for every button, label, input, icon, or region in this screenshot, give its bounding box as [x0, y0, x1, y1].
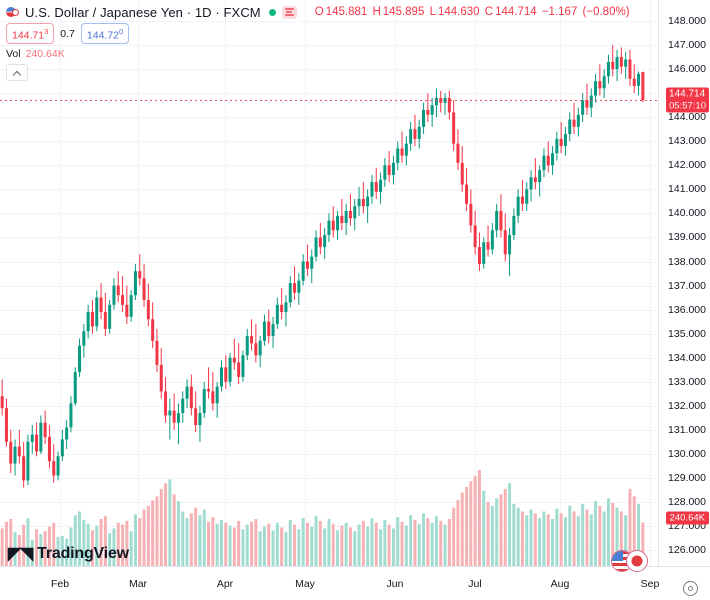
ohlc-open-label: O	[314, 6, 324, 18]
price-axis-tick: 134.000	[668, 351, 706, 364]
ohlc-low-value: 144.630	[437, 6, 480, 18]
price-axis-tick: 144.000	[668, 111, 706, 124]
ohlc-high-value: 145.895	[382, 6, 425, 18]
price-axis-tick: 135.000	[668, 327, 706, 340]
volume-legend[interactable]: Vol 240.64K	[6, 47, 632, 60]
time-axis-label: Apr	[216, 578, 234, 590]
current-price-value: 144.714	[669, 88, 706, 100]
jp-flag-icon	[626, 550, 648, 572]
chart-plot-area[interactable]	[0, 0, 658, 566]
chart-legend: U.S. Dollar / Japanese Yen · 1D · FXCM O…	[6, 3, 632, 81]
price-axis[interactable]: 148.000147.000146.000145.000144.000143.0…	[658, 0, 710, 566]
bid-price-value: 144.71	[12, 29, 45, 42]
ohlc-high-label: H	[372, 6, 381, 18]
candlestick-series	[0, 45, 645, 488]
collapse-pane-button[interactable]	[6, 64, 28, 81]
volume-label: Vol	[6, 47, 21, 60]
ohlc-values: O 145.881 H 145.895 L 144.630 C 144.714 −1.1…	[315, 6, 632, 18]
price-axis-tick: 136.000	[668, 303, 706, 316]
currency-flags	[611, 550, 648, 572]
price-axis-tick: 142.000	[668, 159, 706, 172]
bid-price-badge[interactable]: 144.713	[6, 22, 55, 45]
spread-value: 0.7	[60, 27, 75, 40]
volume-axis-tag: 240.64K	[665, 511, 709, 525]
price-axis-tick: 139.000	[668, 231, 706, 244]
bars-icon[interactable]	[281, 5, 297, 19]
time-axis-label: May	[295, 578, 315, 590]
bid-price-fraction: 3	[44, 26, 49, 36]
time-axis-label: Sep	[640, 578, 660, 590]
volume-series	[0, 470, 645, 566]
time-axis-label: Feb	[50, 578, 70, 590]
time-axis-label: Jul	[468, 578, 482, 590]
price-axis-tick: 147.000	[668, 39, 706, 52]
time-axis-label: Aug	[550, 578, 570, 590]
clock-icon[interactable]	[683, 581, 698, 596]
time-axis-label: Mar	[128, 578, 148, 590]
price-axis-tick: 148.000	[668, 15, 706, 27]
price-axis-tick: 131.000	[668, 423, 706, 436]
price-axis-tick: 132.000	[668, 399, 706, 412]
symbol-title[interactable]: U.S. Dollar / Japanese Yen · 1D · FXCM	[25, 4, 261, 20]
chevron-up-icon	[14, 69, 21, 76]
price-axis-tick: 130.000	[668, 447, 706, 460]
current-price-tag: 144.714 05:57:10	[666, 87, 709, 113]
ohlc-low-label: L	[429, 6, 436, 18]
quote-row: 144.713 0.7 144.720	[6, 22, 632, 45]
price-axis-tick: 138.000	[668, 255, 706, 268]
price-axis-tick: 128.000	[668, 496, 706, 508]
ohlc-change: −1.167	[541, 6, 578, 18]
tradingview-logo[interactable]: ◤◥ TradingView	[8, 544, 129, 564]
price-axis-tick: 146.000	[668, 63, 706, 76]
time-axis[interactable]: Feb Mar Apr May Jun Jul Aug Sep	[0, 566, 710, 600]
current-price-countdown: 05:57:10	[669, 100, 706, 112]
tradingview-logo-text: TradingView	[37, 545, 129, 562]
price-axis-tick: 143.000	[668, 135, 706, 148]
price-axis-tick: 137.000	[668, 279, 706, 292]
usd-jpy-pair-icon	[6, 6, 19, 19]
ohlc-change-percent: (−0.80%)	[582, 6, 630, 18]
current-price-line	[0, 100, 658, 101]
tradingview-logo-mark: ◤◥	[8, 544, 33, 563]
market-status-icon[interactable]	[268, 8, 276, 16]
ohlc-open-value: 145.881	[325, 6, 368, 18]
price-axis-tick: 140.000	[668, 207, 706, 220]
price-axis-tick: 126.000	[668, 544, 706, 557]
price-axis-tick: 129.000	[668, 471, 706, 484]
ask-price-fraction: 0	[119, 26, 124, 36]
ask-price-value: 144.72	[86, 29, 120, 42]
time-axis-label: Jun	[386, 578, 404, 590]
price-axis-tick: 133.000	[668, 375, 706, 388]
price-axis-tick: 141.000	[668, 183, 706, 196]
ohlc-close-value: 144.714	[495, 6, 537, 18]
legend-title-row: U.S. Dollar / Japanese Yen · 1D · FXCM O…	[6, 3, 632, 21]
volume-value: 240.64K	[25, 47, 65, 60]
ask-price-badge[interactable]: 144.720	[80, 22, 130, 45]
ohlc-close-label: C	[484, 6, 494, 18]
